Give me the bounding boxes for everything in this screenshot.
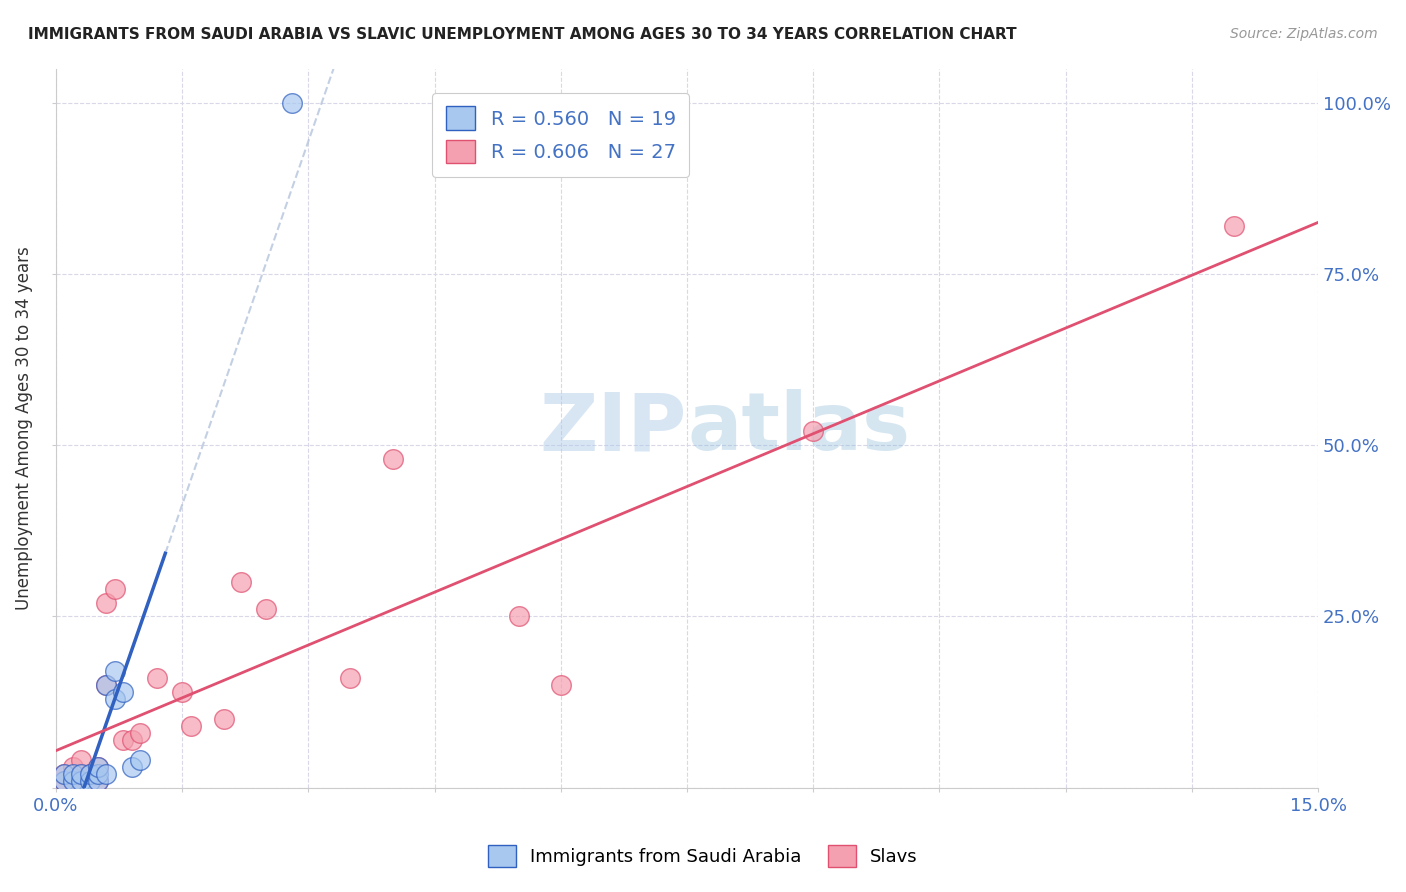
Point [339, 671, 361, 685]
Point [79, 773, 101, 788]
Point [212, 712, 235, 726]
Point [508, 609, 530, 624]
Point [70, 773, 93, 788]
Point [801, 425, 824, 439]
Point [53, 767, 76, 781]
Point [96, 678, 118, 692]
Point [104, 691, 127, 706]
Point [104, 664, 127, 678]
Point [87, 760, 110, 774]
Point [62, 767, 84, 781]
Point [62, 773, 84, 788]
Legend: Immigrants from Saudi Arabia, Slavs: Immigrants from Saudi Arabia, Slavs [481, 838, 925, 874]
Y-axis label: Unemployment Among Ages 30 to 34 years: Unemployment Among Ages 30 to 34 years [15, 246, 32, 610]
Point [254, 602, 277, 616]
Text: Source: ZipAtlas.com: Source: ZipAtlas.com [1230, 27, 1378, 41]
Point [87, 773, 110, 788]
Point [121, 760, 143, 774]
Point [53, 773, 76, 788]
Point [79, 767, 101, 781]
Point [96, 678, 118, 692]
Point [53, 773, 76, 788]
Point [70, 767, 93, 781]
Point [62, 760, 84, 774]
Point [79, 767, 101, 781]
Point [87, 767, 110, 781]
Text: IMMIGRANTS FROM SAUDI ARABIA VS SLAVIC UNEMPLOYMENT AMONG AGES 30 TO 34 YEARS CO: IMMIGRANTS FROM SAUDI ARABIA VS SLAVIC U… [28, 27, 1017, 42]
Point [70, 753, 93, 767]
Point [146, 671, 169, 685]
Point [280, 95, 302, 110]
Point [70, 767, 93, 781]
Point [96, 767, 118, 781]
Point [96, 596, 118, 610]
Point [112, 732, 135, 747]
Point [104, 582, 127, 596]
Point [180, 719, 202, 733]
Point [62, 773, 84, 788]
Point [129, 753, 152, 767]
Point [229, 575, 252, 590]
Point [550, 678, 572, 692]
Text: atlas: atlas [688, 389, 910, 467]
Point [53, 767, 76, 781]
Point [1223, 219, 1246, 233]
Point [112, 684, 135, 698]
Point [129, 725, 152, 739]
Point [87, 773, 110, 788]
Point [172, 684, 194, 698]
Point [87, 760, 110, 774]
Text: ZIP: ZIP [540, 389, 688, 467]
Point [381, 451, 404, 466]
Legend: R = 0.560   N = 19, R = 0.606   N = 27: R = 0.560 N = 19, R = 0.606 N = 27 [432, 93, 689, 177]
Point [121, 732, 143, 747]
